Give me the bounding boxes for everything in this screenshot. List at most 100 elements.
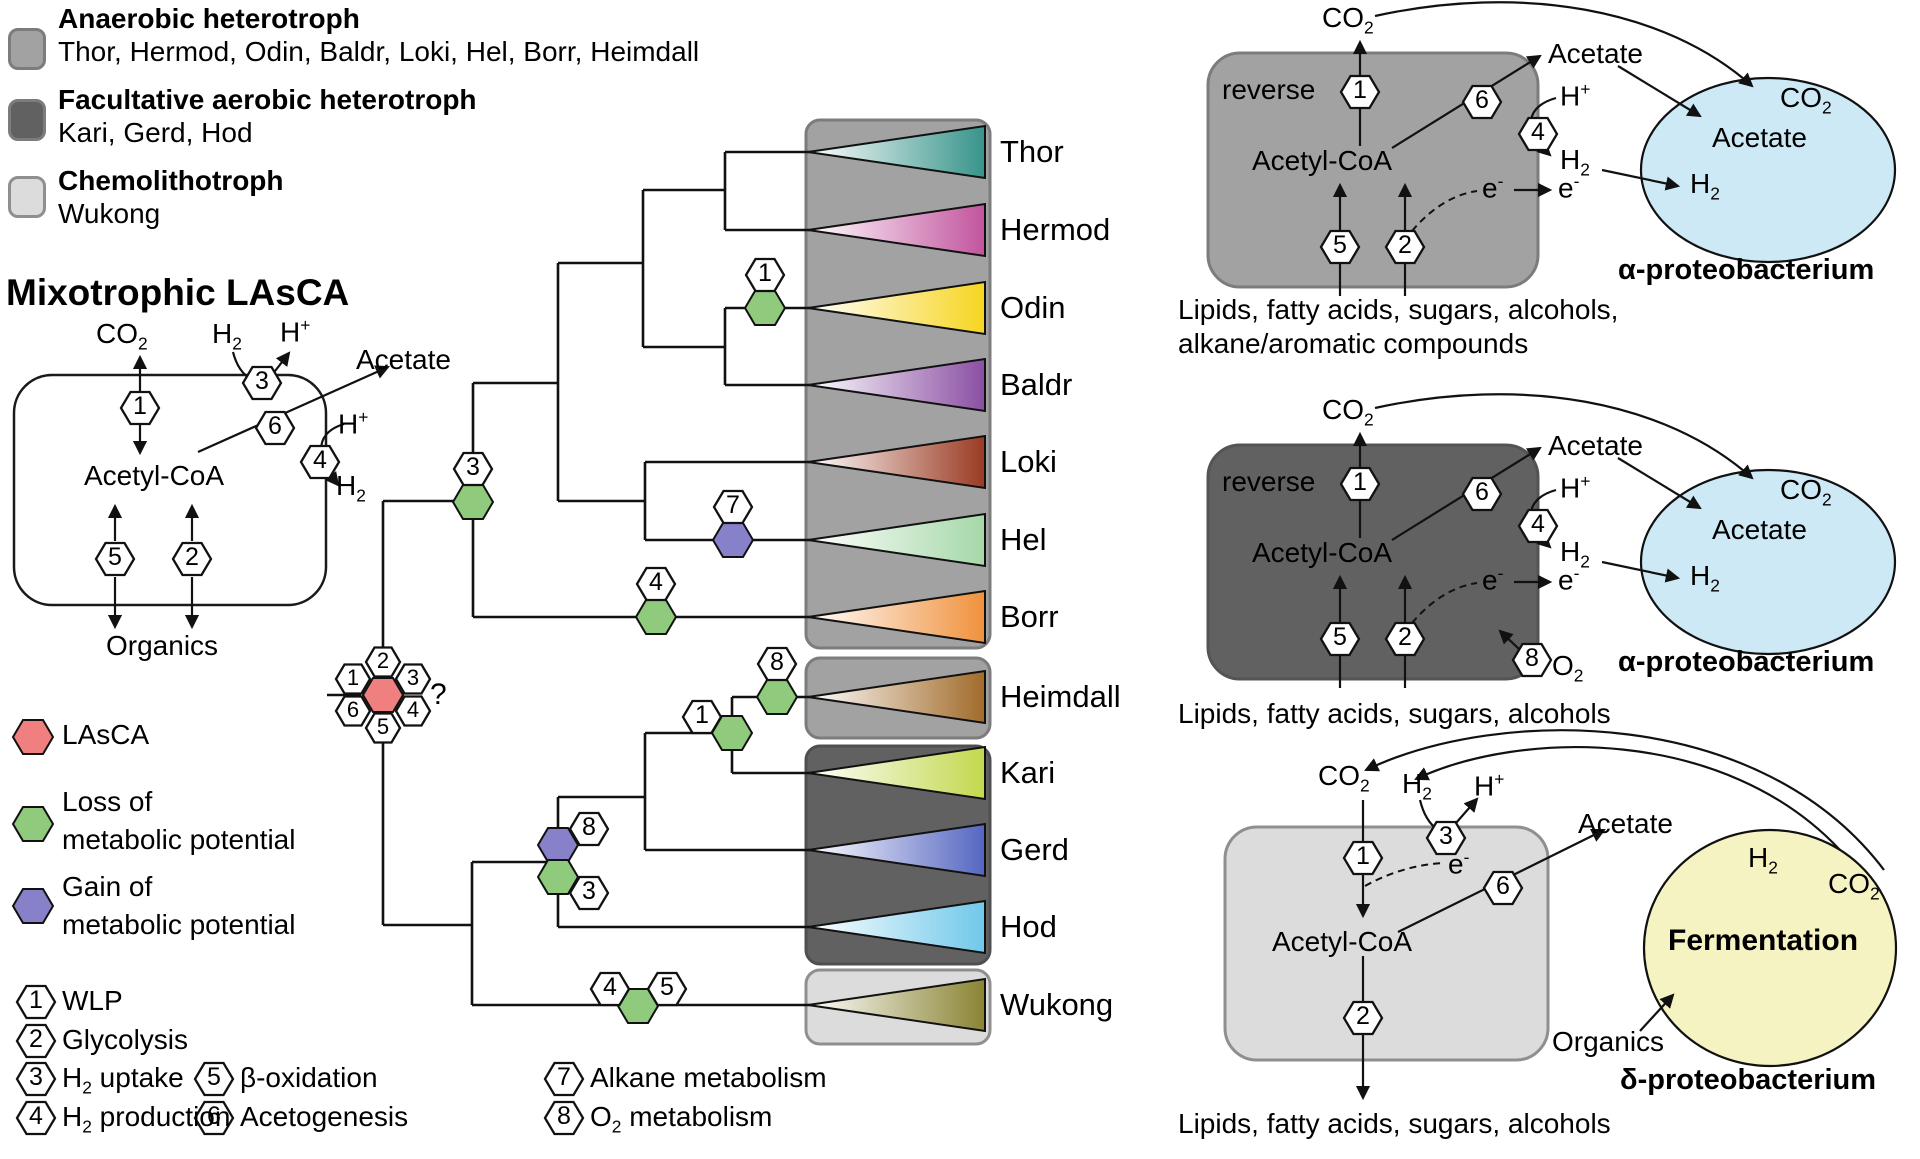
clade-triangle-Kari <box>807 745 986 801</box>
pathway-number-hexagon-number: 1 <box>758 259 772 287</box>
pathway-number-hexagon-number: 3 <box>582 877 596 905</box>
gain-marker-label-2: metabolic potential <box>62 909 296 940</box>
alpha1-proteobacterium-cell <box>1639 76 1897 264</box>
pathway-step-hexagon-number: 1 <box>1353 468 1367 496</box>
pathway-step-hexagon-number: 4 <box>1531 510 1545 538</box>
delta-electron-dashed <box>1364 862 1445 887</box>
pathway-legend-label: Glycolysis <box>62 1024 189 1055</box>
delta-hplus-arrow <box>1455 797 1479 824</box>
loss-marker-label-1: Loss of <box>62 786 153 817</box>
clade-label-Heimdall: Heimdall <box>1000 679 1121 714</box>
pathway-number-hexagon-number: 4 <box>649 568 663 596</box>
pathway-step-hexagon <box>1342 840 1384 876</box>
lasca-co2-label: CO2 <box>96 318 148 354</box>
delta-cell-co2-label: CO2 <box>1828 868 1880 904</box>
clade-triangle-Hod <box>807 899 986 955</box>
delta-cell-h2-label: H2 <box>1748 842 1778 878</box>
alpha2-cell-h2-label: H2 <box>1690 560 1720 596</box>
pathway-number-hexagon-number: 5 <box>660 973 674 1001</box>
pathway-step-hexagon-number: 2 <box>1398 231 1412 259</box>
alpha2-e-out-label: e- <box>1558 563 1580 596</box>
alpha2-o2-label: O2 <box>1552 650 1584 686</box>
clade-triangle-Hermod <box>807 202 986 258</box>
delta-hplus-label: H+ <box>1474 769 1505 802</box>
lasca-title: Mixotrophic LAsCA <box>6 272 350 313</box>
delta-fermentation-label: Fermentation <box>1668 924 1859 957</box>
loss-hexagon <box>536 859 580 895</box>
root-pathway-hexagon <box>334 663 372 695</box>
pathway-legend-hexagon <box>15 1100 57 1136</box>
pathway-legend-hexagon-number: 7 <box>557 1063 571 1091</box>
pathway-step-hexagon <box>94 541 136 577</box>
alpha2-co2-label: CO2 <box>1322 394 1374 430</box>
root-pathway-hexagon <box>334 695 372 727</box>
delta-organics-label: Organics <box>1552 1026 1665 1057</box>
pathway-step-hexagon-number: 6 <box>1475 86 1489 114</box>
pathway-step-hexagon <box>299 444 341 480</box>
pathway-step-hexagon-number: 4 <box>313 446 327 474</box>
pathway-step-hexagon <box>1517 508 1559 544</box>
pathway-step-hexagon <box>171 541 213 577</box>
pathway-legend-hexagon-number: 1 <box>29 986 43 1014</box>
pathway-step-hexagon <box>1319 229 1361 265</box>
alpha2-cell-acetate-label: Acetate <box>1712 514 1807 545</box>
alpha2-acetate-label: Acetate <box>1548 430 1643 461</box>
clade-label-Baldr: Baldr <box>1000 367 1073 402</box>
pathway-legend-label: Acetogenesis <box>240 1101 409 1132</box>
pathway-legend-hexagon <box>543 1100 585 1136</box>
root-pathway-hexagon <box>394 663 432 695</box>
pathway-step-hexagon <box>1461 476 1503 512</box>
lasca-hplus-label: H+ <box>280 315 311 348</box>
alpha2-h2-label: H2 <box>1560 536 1590 572</box>
pathway-step-hexagon <box>1339 466 1381 502</box>
pathway-number-hexagon <box>589 971 631 1007</box>
pathway-number-hexagon-number: 1 <box>695 701 709 729</box>
alpha1-reverse-label: reverse <box>1222 74 1316 105</box>
delta-caption: δ-proteobacterium <box>1620 1064 1877 1096</box>
loss-legend-hexagon <box>11 806 55 842</box>
alpha2-cell-co2-label: CO2 <box>1780 474 1832 510</box>
lasca-h2-right-label: H2 <box>336 470 366 506</box>
alpha1-feed-line1: Lipids, fatty acids, sugars, alcohols, <box>1178 294 1619 325</box>
alpha1-diagram-art <box>1206 1 1897 296</box>
pathway-legend-hexagon <box>543 1061 585 1097</box>
pathway-legend-label: H2 uptake <box>62 1062 184 1098</box>
alpha1-feed-line2: alkane/aromatic compounds <box>1178 328 1529 359</box>
lasca-legend-hexagon <box>11 719 55 755</box>
delta-acetylcoa-label: Acetyl-CoA <box>1272 926 1413 957</box>
chemolithotroph-legend-title: Chemolithotroph <box>58 165 284 196</box>
pathway-step-hexagon-number: 6 <box>268 412 282 440</box>
delta-feed-line1: Lipids, fatty acids, sugars, alcohols <box>1178 1108 1611 1139</box>
alpha2-acetylcoa-label: Acetyl-CoA <box>1252 537 1393 568</box>
lasca-acetylcoa-label: Acetyl-CoA <box>84 460 225 491</box>
pathway-number-hexagon-number: 7 <box>726 491 740 519</box>
pathway-legend-hexagon-number: 4 <box>29 1102 43 1130</box>
pathway-step-hexagon-number: 3 <box>1439 822 1453 850</box>
clade-label-Loki: Loki <box>1000 444 1057 479</box>
alpha1-cell-acetate-label: Acetate <box>1712 122 1807 153</box>
alpha1-e-out-label: e- <box>1558 171 1580 204</box>
pathway-step-hexagon-number: 8 <box>1525 644 1539 672</box>
delta-proteobacterium-cell <box>1642 828 1898 1068</box>
pathway-step-hexagon-number: 1 <box>133 392 147 420</box>
lasca-cell-outline <box>12 373 328 607</box>
alpha1-acetylcoa-label: Acetyl-CoA <box>1252 145 1393 176</box>
lasca-h2-label: H2 <box>212 318 242 354</box>
pathway-step-hexagon-number: 5 <box>108 543 122 571</box>
anaerobic-legend-members: Thor, Hermod, Odin, Baldr, Loki, Hel, Bo… <box>58 36 700 67</box>
pathway-step-hexagon-number: 2 <box>1398 623 1412 651</box>
loss-hexagon <box>755 679 799 715</box>
alpha1-h2-transfer-arrow <box>1601 168 1681 191</box>
loss-hexagon <box>743 290 787 326</box>
alpha1-acetate-transfer-arrow <box>1617 65 1702 118</box>
pathway-step-hexagon-number: 1 <box>1353 76 1367 104</box>
pathway-step-hexagon <box>1339 74 1381 110</box>
pathway-number-hexagon <box>568 875 610 911</box>
pathway-legend-hexagon-number: 5 <box>207 1063 221 1091</box>
clade-label-Odin: Odin <box>1000 290 1066 325</box>
clade-label-Hod: Hod <box>1000 909 1057 944</box>
facultative-legend-title: Facultative aerobic heterotroph <box>58 84 477 115</box>
alpha1-co2-transfer-curve <box>1374 1 1754 88</box>
alpha1-hplus-label: H+ <box>1560 79 1591 112</box>
